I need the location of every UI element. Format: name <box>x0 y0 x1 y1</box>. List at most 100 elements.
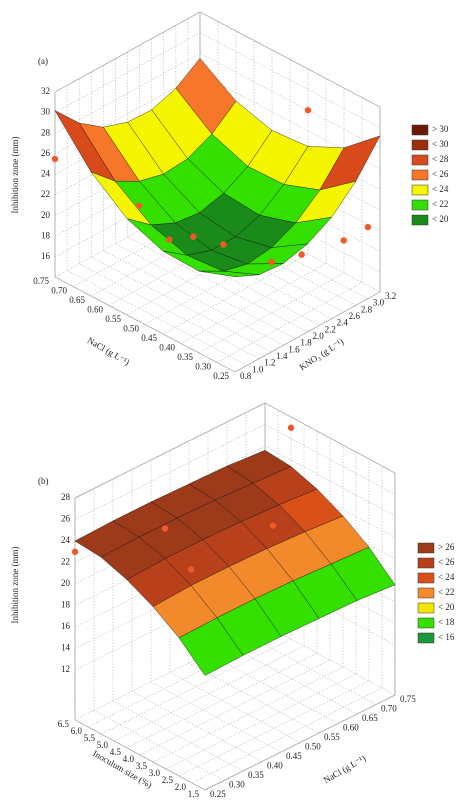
tick-label: 3.0 <box>149 768 161 778</box>
tick-label: 0.75 <box>400 694 416 704</box>
tick-label: 0.65 <box>362 713 378 723</box>
grid-line <box>150 681 282 753</box>
tick-label: 0.70 <box>51 286 67 296</box>
legend-swatch <box>417 587 435 599</box>
legend-swatch <box>411 169 429 181</box>
tick-label: 1.8 <box>300 338 312 348</box>
grid-line <box>198 272 345 354</box>
legend-swatch <box>417 572 435 584</box>
legend-label: > 30 <box>432 124 449 134</box>
surface-cell <box>198 270 260 277</box>
tick-label: 2.5 <box>162 775 174 785</box>
legend-label: < 28 <box>432 154 449 164</box>
data-point <box>220 241 227 248</box>
grid-line <box>216 282 363 363</box>
grid-line <box>74 424 266 520</box>
legend-label: < 26 <box>432 169 449 179</box>
tick-label: 5.5 <box>84 733 96 743</box>
grid-line <box>152 666 344 763</box>
panel-label: (a) <box>38 56 48 66</box>
legend-swatch <box>411 214 429 226</box>
grid-line <box>199 52 381 149</box>
tick-label: 0.60 <box>343 723 359 733</box>
panel-label: (b) <box>38 476 49 486</box>
grid-line <box>54 11 201 93</box>
tick-label: 0.30 <box>195 362 211 372</box>
tick-label: 2.2 <box>325 324 336 334</box>
grid-line <box>74 719 206 791</box>
grid-line <box>163 216 344 313</box>
tick-label: 1.6 <box>288 344 300 354</box>
tick-label: 0.40 <box>159 343 175 353</box>
data-point <box>268 258 275 266</box>
data-point <box>304 107 312 114</box>
legend-swatch <box>411 199 429 211</box>
data-point <box>71 548 79 555</box>
tick-label: 1.4 <box>276 351 288 361</box>
legend-label: < 24 <box>438 572 455 582</box>
tick-label: 0.45 <box>141 333 157 343</box>
x-axis-title: NaCl (g L⁻¹) <box>86 335 132 367</box>
grid-line <box>199 196 381 293</box>
legend-label: > 26 <box>438 542 455 552</box>
legend-label: < 20 <box>438 602 455 612</box>
grid-line <box>245 634 377 705</box>
tick-label: 4.5 <box>110 747 122 757</box>
grid-line <box>264 445 396 517</box>
tick-label: 5.0 <box>97 740 109 750</box>
grid-line <box>151 223 332 319</box>
tick-label: 0.70 <box>381 704 397 714</box>
grid-line <box>178 680 370 777</box>
grid-line <box>54 276 236 373</box>
z-tick-label: 16 <box>61 621 71 631</box>
data-point <box>187 566 195 573</box>
z-axis-title: Inhibition zone (mm) <box>10 547 20 624</box>
grid-line <box>131 691 263 762</box>
tick-label: 0.50 <box>123 324 139 334</box>
tick-label: 0.45 <box>286 751 302 761</box>
grid-line <box>207 653 339 724</box>
data-point <box>287 424 295 431</box>
z-tick-label: 22 <box>41 189 50 199</box>
legend-label: < 24 <box>432 184 449 194</box>
tick-label: 2.4 <box>337 318 349 328</box>
x-axis-title: NaCl (g L⁻¹) <box>322 753 368 785</box>
data-point <box>298 251 305 258</box>
grid-line <box>226 643 358 715</box>
data-point <box>269 522 277 529</box>
tick-label: 0.25 <box>213 371 229 381</box>
tick-label: 0.40 <box>267 761 283 771</box>
grid-line <box>127 236 308 333</box>
grid-line <box>91 256 272 353</box>
legend-swatch <box>417 617 435 629</box>
grid-line <box>169 672 301 743</box>
grid-line <box>191 687 383 784</box>
data-point <box>135 202 143 210</box>
grid-line <box>54 32 201 113</box>
grid-line <box>175 210 356 306</box>
z-tick-label: 24 <box>61 535 71 545</box>
tick-label: 3.0 <box>373 298 385 308</box>
legend-swatch <box>411 139 429 151</box>
legend-swatch <box>411 154 429 166</box>
grid-line <box>126 652 318 749</box>
grid-line <box>204 694 396 791</box>
grid-line <box>54 52 201 134</box>
legend-swatch <box>417 632 435 644</box>
tick-label: 0.60 <box>87 305 103 315</box>
surface-cell <box>178 617 244 676</box>
z-tick-label: 12 <box>61 664 70 674</box>
z-tick-label: 20 <box>61 578 71 588</box>
grid-line <box>93 710 225 781</box>
legend-label: < 20 <box>432 214 449 224</box>
grid-line <box>74 402 266 499</box>
tick-label: 1.5 <box>188 789 200 799</box>
z-tick-label: 28 <box>61 492 71 502</box>
grid-line <box>66 270 248 366</box>
tick-label: 0.75 <box>33 276 49 286</box>
grid-line <box>115 243 296 339</box>
tick-label: 0.35 <box>248 770 264 780</box>
z-tick-label: 14 <box>61 643 71 653</box>
grid-line <box>264 624 396 696</box>
grid-line <box>79 263 260 359</box>
